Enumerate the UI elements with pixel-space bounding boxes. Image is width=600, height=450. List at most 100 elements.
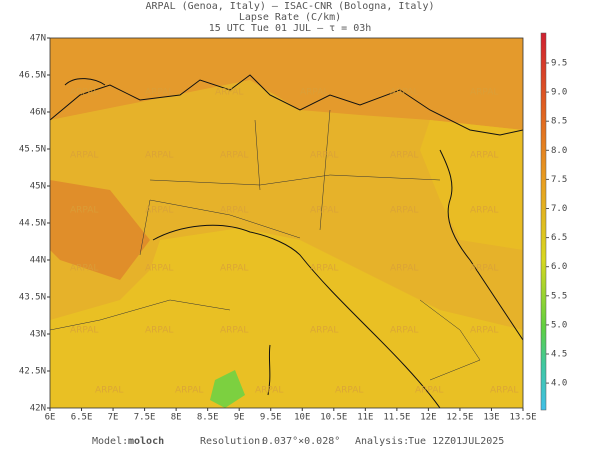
header-line: ARPAL (Genoa, Italy) – ISAC-CNR (Bologna…	[146, 1, 435, 12]
y-tick-label: 45N	[30, 182, 46, 192]
field-patch	[50, 180, 150, 280]
coastline	[439, 149, 523, 341]
watermark: ARPAL	[220, 206, 248, 216]
watermark: ARPAL	[470, 326, 498, 336]
y-tick-label: 43.5N	[19, 293, 46, 303]
y-tick-label: 43N	[30, 330, 46, 340]
watermark: ARPAL	[215, 88, 243, 98]
colorbar-label: 9.0	[551, 88, 567, 98]
watermark: ARPAL	[470, 151, 498, 161]
watermark: ARPAL	[175, 386, 203, 396]
x-tick-label: 10E	[294, 413, 310, 423]
y-tick-label: 47N	[30, 34, 46, 44]
colorbar-label: 5.5	[551, 291, 567, 301]
watermark: ARPAL	[310, 264, 338, 274]
x-tick-label: 10.5E	[320, 413, 347, 423]
colorbar-label: 7.5	[551, 175, 567, 185]
x-tick-label: 9E	[234, 413, 245, 423]
watermarks: ARPAL ARPAL ARPAL ARPAL ARPAL ARPAL ARPAL ARPAL…	[70, 88, 518, 396]
x-tick-label: 11E	[357, 413, 373, 423]
watermark: ARPAL	[70, 88, 98, 98]
footer-value: 0.037°×0.028°	[262, 436, 340, 447]
watermark: ARPAL	[415, 386, 443, 396]
watermark: ARPAL	[390, 88, 418, 98]
y-tick-label: 46.5N	[19, 71, 46, 81]
watermark: ARPAL	[470, 206, 498, 216]
watermark: ARPAL	[335, 386, 363, 396]
x-tick-label: 11.5E	[383, 413, 410, 423]
watermark: ARPAL	[145, 206, 173, 216]
y-tick-label: 46N	[30, 108, 46, 118]
adriatic-field	[420, 120, 523, 250]
watermark: ARPAL	[70, 326, 98, 336]
colorbar-label: 7.0	[551, 204, 567, 214]
x-tick-label: 9.5E	[260, 413, 282, 423]
colorbar-label: 6.5	[551, 233, 567, 243]
x-tick-label: 12.5E	[446, 413, 473, 423]
x-tick-label: 8.5E	[197, 413, 219, 423]
watermark: ARPAL	[70, 206, 98, 216]
watermark: ARPAL	[220, 151, 248, 161]
watermark: ARPAL	[310, 326, 338, 336]
border-line	[50, 74, 523, 136]
colorbar-label: 4.5	[551, 350, 567, 360]
x-tick-label: 6E	[45, 413, 56, 423]
axis-ticks: 6E 6.5E 7E 7.5E 8E 8.5E 9E 9.5E 10E 10.5E 11E 11.5E…	[19, 34, 537, 423]
footer-value: moloch	[128, 436, 164, 447]
sea-field	[50, 228, 523, 408]
x-tick-label: 13.5E	[509, 413, 536, 423]
x-tick-label: 7.5E	[134, 413, 156, 423]
footer-label: Model:	[92, 436, 128, 447]
colorbar-label: 8.5	[551, 117, 567, 127]
watermark: ARPAL	[300, 88, 328, 98]
footer-label: Resolution:	[200, 436, 266, 447]
watermark: ARPAL	[470, 88, 498, 98]
watermark: ARPAL	[255, 386, 283, 396]
y-tick-label: 42N	[30, 404, 46, 414]
watermark: ARPAL	[390, 206, 418, 216]
watermark: ARPAL	[390, 326, 418, 336]
map-area	[50, 38, 523, 408]
x-tick-label: 6.5E	[71, 413, 93, 423]
colorbar-label: 6.0	[551, 262, 567, 272]
green-patch	[210, 370, 245, 408]
watermark: ARPAL	[310, 151, 338, 161]
colorbar-label: 8.0	[551, 146, 567, 156]
watermark: ARPAL	[220, 264, 248, 274]
watermark: ARPAL	[470, 264, 498, 274]
colorbar-label: 4.0	[551, 379, 567, 389]
y-tick-label: 45.5N	[19, 145, 46, 155]
watermark: ARPAL	[70, 151, 98, 161]
y-tick-label: 44N	[30, 256, 46, 266]
colorbar-label: 9.5	[551, 59, 567, 69]
x-tick-label: 8E	[171, 413, 182, 423]
island	[267, 344, 271, 396]
watermark: ARPAL	[390, 151, 418, 161]
footer: Model: moloch Resolution: 0.037°×0.028° …	[92, 436, 504, 447]
watermark: ARPAL	[220, 326, 248, 336]
watermark: ARPAL	[310, 206, 338, 216]
watermark: ARPAL	[70, 264, 98, 274]
footer-value: Tue 12Z01JUL2025	[408, 436, 504, 447]
x-tick-label: 7E	[108, 413, 119, 423]
alps-field	[50, 38, 523, 130]
x-tick-label: 12E	[420, 413, 436, 423]
watermark: ARPAL	[145, 326, 173, 336]
watermark: ARPAL	[390, 264, 418, 274]
watermark: ARPAL	[95, 386, 123, 396]
watermark: ARPAL	[145, 88, 173, 98]
colorbar-label: 5.0	[551, 320, 567, 330]
y-tick-label: 44.5N	[19, 219, 46, 229]
watermark: ARPAL	[490, 386, 518, 396]
coastline	[152, 224, 441, 408]
footer-label: Analysis:	[355, 436, 409, 447]
region-line	[139, 109, 441, 256]
watermark: ARPAL	[145, 151, 173, 161]
colorbar-labels: 9.5 9.0 8.5 8.0 7.5 7.0 6.5 6.0 5.5 5.0 4.5 4.0	[546, 59, 567, 389]
header-line: Lapse Rate (C/km)	[239, 12, 341, 23]
x-tick-label: 13E	[483, 413, 499, 423]
watermark: ARPAL	[145, 264, 173, 274]
region-line	[50, 299, 481, 381]
